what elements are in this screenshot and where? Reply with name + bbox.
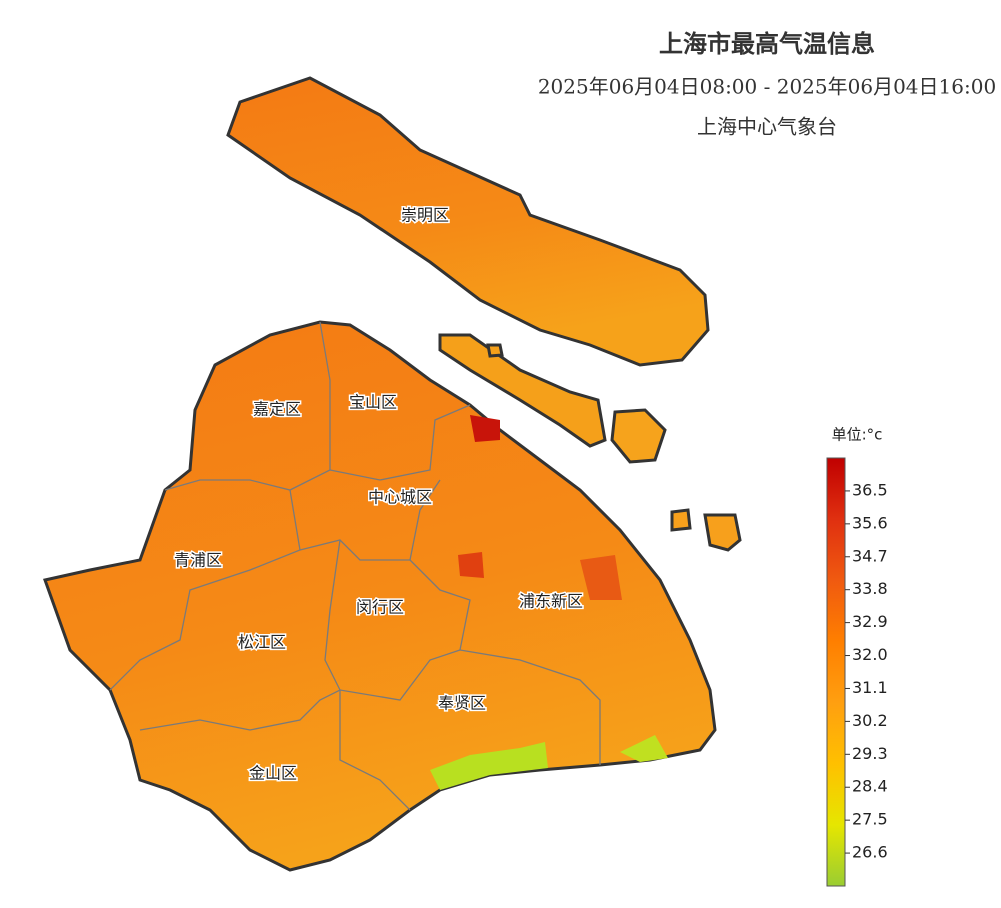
hotspot [458, 552, 484, 578]
district-labels: 崇明区 嘉定区 宝山区 中心城区 青浦区 闵行区 浦东新区 松江区 奉贤区 金山… [172, 204, 584, 784]
legend-tick-label: 31.1 [852, 678, 888, 697]
islet [703, 513, 742, 552]
color-bar [826, 457, 846, 887]
source: 上海中心气象台 [697, 115, 837, 139]
legend-tick-label: 28.4 [852, 777, 888, 796]
legend-tick-label: 32.9 [852, 612, 888, 631]
district-label: 金山区 [249, 764, 297, 783]
title: 上海市最高气温信息 [659, 30, 875, 58]
district-boundary [324, 539, 341, 691]
legend-tick-label: 32.0 [852, 645, 888, 664]
legend-tick-label: 36.5 [852, 480, 888, 499]
hotspot [470, 415, 500, 442]
hengsha-island [610, 408, 667, 464]
district-boundary [139, 559, 471, 731]
district-label: 松江区 [238, 633, 286, 652]
district-label: 中心城区 [368, 488, 432, 507]
district-boundary [339, 690, 411, 811]
legend-tick-label: 29.3 [852, 744, 888, 763]
legend: 单位:°c 36.5 35.6 34.7 33.8 32.9 32.0 31.1 30.2 29… [826, 426, 888, 887]
cool-area [620, 735, 668, 762]
district-label: 闵行区 [356, 598, 404, 617]
district-label: 宝山区 [349, 393, 397, 412]
legend-tick-label: 33.8 [852, 579, 888, 598]
changxing-island [438, 333, 607, 448]
legend-tick-label: 27.5 [852, 810, 888, 829]
islet [670, 508, 692, 532]
islet [486, 343, 504, 358]
legend-tick-label: 30.2 [852, 711, 888, 730]
district-label: 青浦区 [174, 551, 222, 570]
chongming-island [226, 76, 710, 367]
legend-tick-label: 26.6 [852, 843, 888, 862]
map [43, 76, 742, 872]
legend-unit: 单位:°c [832, 426, 883, 444]
hotspot [580, 555, 622, 600]
district-label: 奉贤区 [438, 694, 486, 713]
district-label: 崇明区 [401, 206, 449, 225]
legend-tick-label: 34.7 [852, 546, 888, 565]
district-boundary [459, 649, 601, 765]
district-label: 嘉定区 [253, 400, 301, 419]
cool-area [430, 742, 548, 790]
district-boundary [329, 404, 471, 481]
subtitle: 2025年06月04日08:00 - 2025年06月04日16:00 [538, 75, 996, 99]
legend-tick-label: 35.6 [852, 513, 888, 532]
district-boundary [299, 479, 441, 561]
district-label: 浦东新区 [519, 592, 583, 611]
